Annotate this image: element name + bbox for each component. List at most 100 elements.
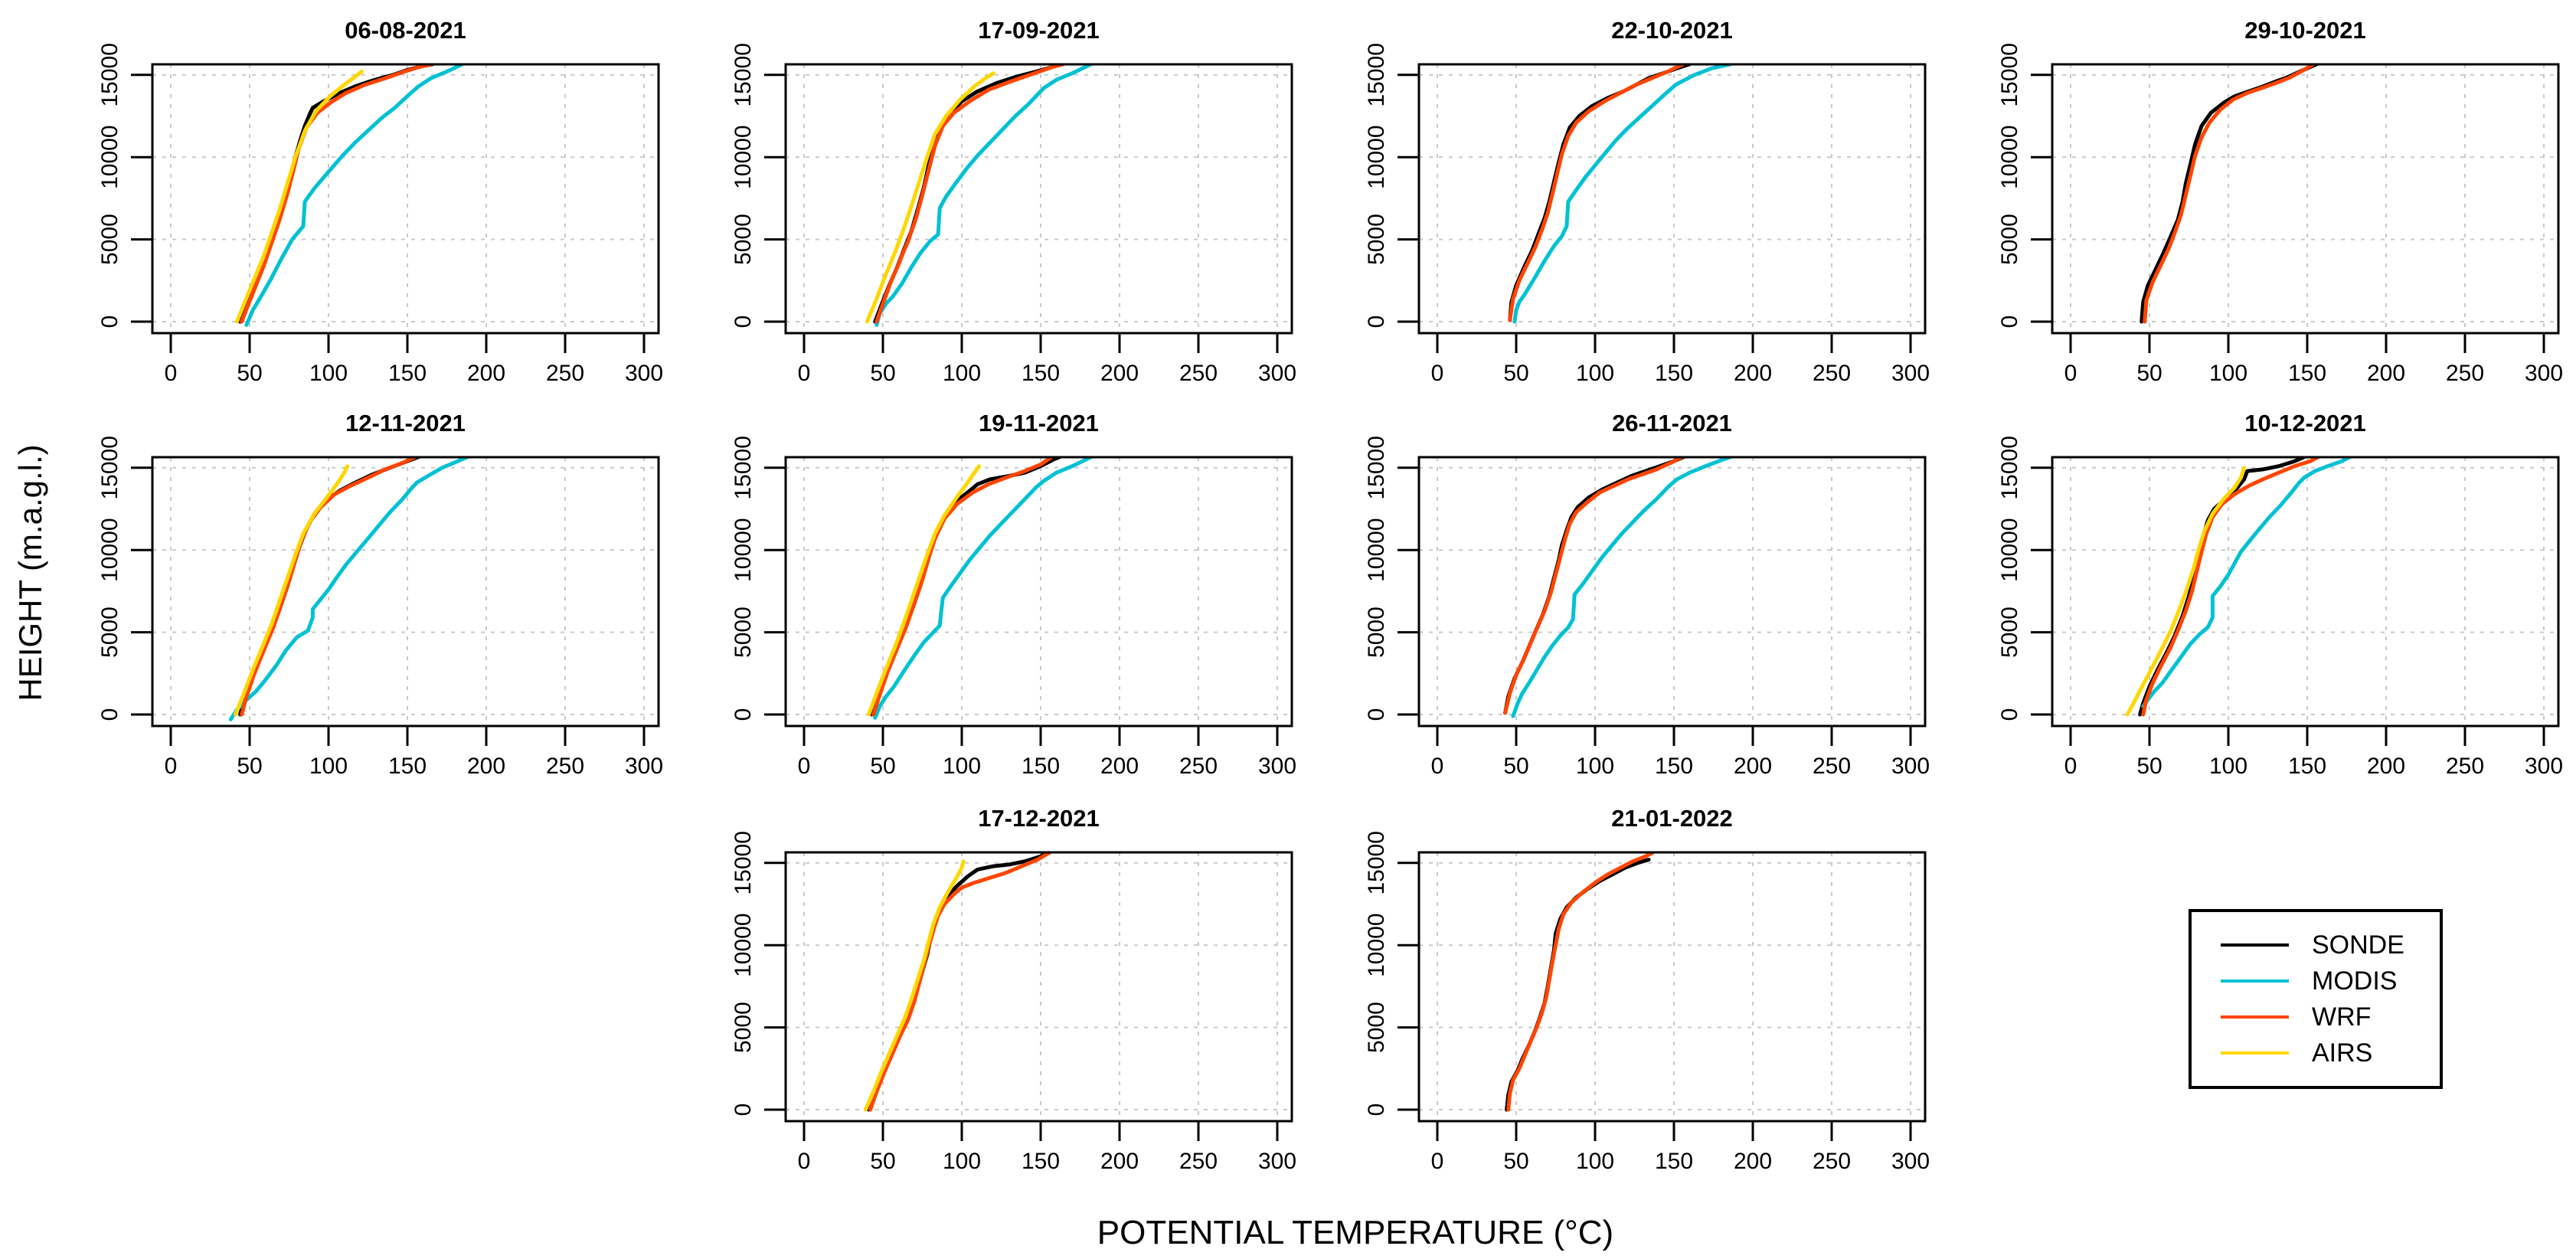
x-tick-label: 200: [1734, 361, 1772, 386]
x-tick-label: 250: [2446, 754, 2484, 779]
series-line-modis: [873, 457, 1093, 720]
airs-line-swatch: [2221, 1051, 2289, 1055]
x-tick-label: 250: [1179, 754, 1218, 779]
x-tick-label: 250: [2446, 361, 2484, 386]
y-tick-label: 15000: [1997, 43, 2022, 106]
x-tick-label: 50: [2136, 361, 2162, 386]
y-tick-label: 15000: [97, 43, 123, 106]
x-tick-label: 200: [2367, 361, 2405, 386]
x-tick-label: 100: [943, 1149, 981, 1174]
series-line-modis: [1512, 64, 1733, 324]
y-tick-label: 0: [1997, 708, 2022, 721]
x-tick-label: 150: [388, 754, 427, 779]
panel-title: 19-11-2021: [979, 410, 1099, 437]
x-tick-label: 100: [2209, 754, 2247, 779]
x-tick-label: 300: [1258, 361, 1296, 386]
x-tick-label: 300: [2525, 361, 2563, 386]
x-tick-label: 300: [1891, 754, 1930, 779]
y-tick-label: 5000: [1364, 214, 1389, 265]
y-tick-label: 0: [1364, 1104, 1389, 1117]
x-tick-label: 250: [546, 754, 584, 779]
panel-title: 21-01-2022: [1611, 805, 1733, 832]
panel-title: 22-10-2021: [1611, 17, 1733, 44]
x-tick-label: 50: [237, 754, 262, 779]
y-tick-label: 10000: [1364, 913, 1389, 976]
x-tick-label: 50: [870, 1149, 895, 1174]
panel-title: 17-12-2021: [978, 805, 1100, 832]
x-tick-label: 0: [2064, 754, 2077, 779]
series-line-wrf: [1506, 852, 1656, 1112]
series-line-wrf: [1503, 457, 1684, 715]
legend-label-modis: MODIS: [2312, 966, 2398, 996]
series-line-modis: [1511, 457, 1733, 718]
wrf-line-swatch: [2221, 1015, 2289, 1019]
x-tick-label: 0: [798, 361, 811, 386]
x-tick-label: 200: [1734, 754, 1772, 779]
y-tick-label: 5000: [1364, 1002, 1389, 1053]
x-tick-label: 150: [1022, 754, 1060, 779]
series-line-modis: [228, 457, 469, 721]
panel-title: 12-11-2021: [345, 410, 466, 437]
x-tick-label: 100: [1576, 1149, 1614, 1174]
x-tick-label: 200: [1734, 1149, 1772, 1174]
y-tick-label: 0: [731, 1104, 756, 1117]
y-tick-label: 5000: [1997, 214, 2022, 265]
legend-entry-airs: AIRS: [2221, 1040, 2440, 1066]
y-tick-label: 5000: [1364, 607, 1389, 658]
y-tick-label: 5000: [731, 1002, 756, 1053]
panel-title: 26-11-2021: [1612, 410, 1732, 437]
x-tick-label: 0: [798, 754, 811, 779]
x-tick-label: 200: [467, 361, 505, 386]
panel-17-09-2021: 17-09-2021 0 50 100 150 200 250 300 0 5000 10000 15…: [731, 17, 1296, 386]
x-tick-label: 50: [1503, 754, 1528, 779]
x-tick-label: 0: [165, 754, 178, 779]
x-tick-label: 150: [1022, 361, 1060, 386]
x-tick-label: 100: [309, 361, 348, 386]
x-tick-label: 50: [1503, 1149, 1528, 1174]
x-tick-label: 50: [2136, 754, 2162, 779]
x-tick-label: 150: [1655, 754, 1693, 779]
y-tick-label: 0: [1364, 708, 1389, 721]
x-tick-label: 250: [1813, 754, 1851, 779]
panel-06-08-2021: 06-08-2021 0 50 100 150 200 250 300 0 5000 10000 15…: [97, 17, 663, 386]
y-tick-label: 0: [731, 708, 756, 721]
x-tick-label: 250: [546, 361, 584, 386]
y-tick-label: 5000: [731, 214, 756, 265]
panel-17-12-2021: 17-12-2021 0 50 100 150 200 250 300 0 5000 10000 15…: [731, 805, 1296, 1174]
x-tick-label: 0: [2064, 361, 2077, 386]
x-tick-label: 100: [943, 361, 981, 386]
panel-12-11-2021: 12-11-2021 0 50 100 150 200 250 300 0 5000 10000 15…: [97, 410, 663, 779]
x-tick-label: 150: [1655, 361, 1693, 386]
x-tick-label: 100: [1576, 754, 1614, 779]
x-tick-label: 100: [943, 754, 981, 779]
panel-19-11-2021: 19-11-2021 0 50 100 150 200 250 300 0 5000 10000 15…: [731, 410, 1296, 779]
x-tick-label: 300: [1258, 1149, 1296, 1174]
y-tick-label: 10000: [1997, 125, 2022, 188]
series-line-modis: [874, 64, 1093, 327]
series-line-airs: [235, 70, 364, 324]
legend-entry-modis: MODIS: [2221, 968, 2440, 994]
series-line-modis: [244, 64, 465, 327]
panel-title: 06-08-2021: [345, 17, 466, 44]
x-tick-label: 300: [625, 361, 663, 386]
modis-line-swatch: [2221, 979, 2289, 983]
y-axis-title: HEIGHT (m.a.g.l.): [12, 444, 48, 701]
series-line-airs: [867, 464, 982, 717]
y-tick-label: 5000: [97, 607, 123, 658]
x-tick-label: 300: [625, 754, 663, 779]
x-tick-label: 100: [2209, 361, 2247, 386]
y-tick-label: 0: [731, 316, 756, 329]
x-tick-label: 300: [1258, 754, 1296, 779]
x-tick-label: 0: [165, 361, 178, 386]
x-tick-label: 250: [1179, 361, 1218, 386]
y-tick-label: 10000: [731, 518, 756, 581]
y-tick-label: 15000: [731, 436, 756, 499]
x-tick-label: 150: [2288, 754, 2326, 779]
x-axis-title: POTENTIAL TEMPERATURE (°C): [1097, 1214, 1614, 1251]
series-line-wrf: [1508, 64, 1685, 322]
y-tick-label: 15000: [1997, 436, 2022, 499]
y-tick-label: 15000: [731, 831, 756, 894]
y-tick-label: 10000: [731, 125, 756, 188]
x-tick-label: 150: [388, 361, 427, 386]
